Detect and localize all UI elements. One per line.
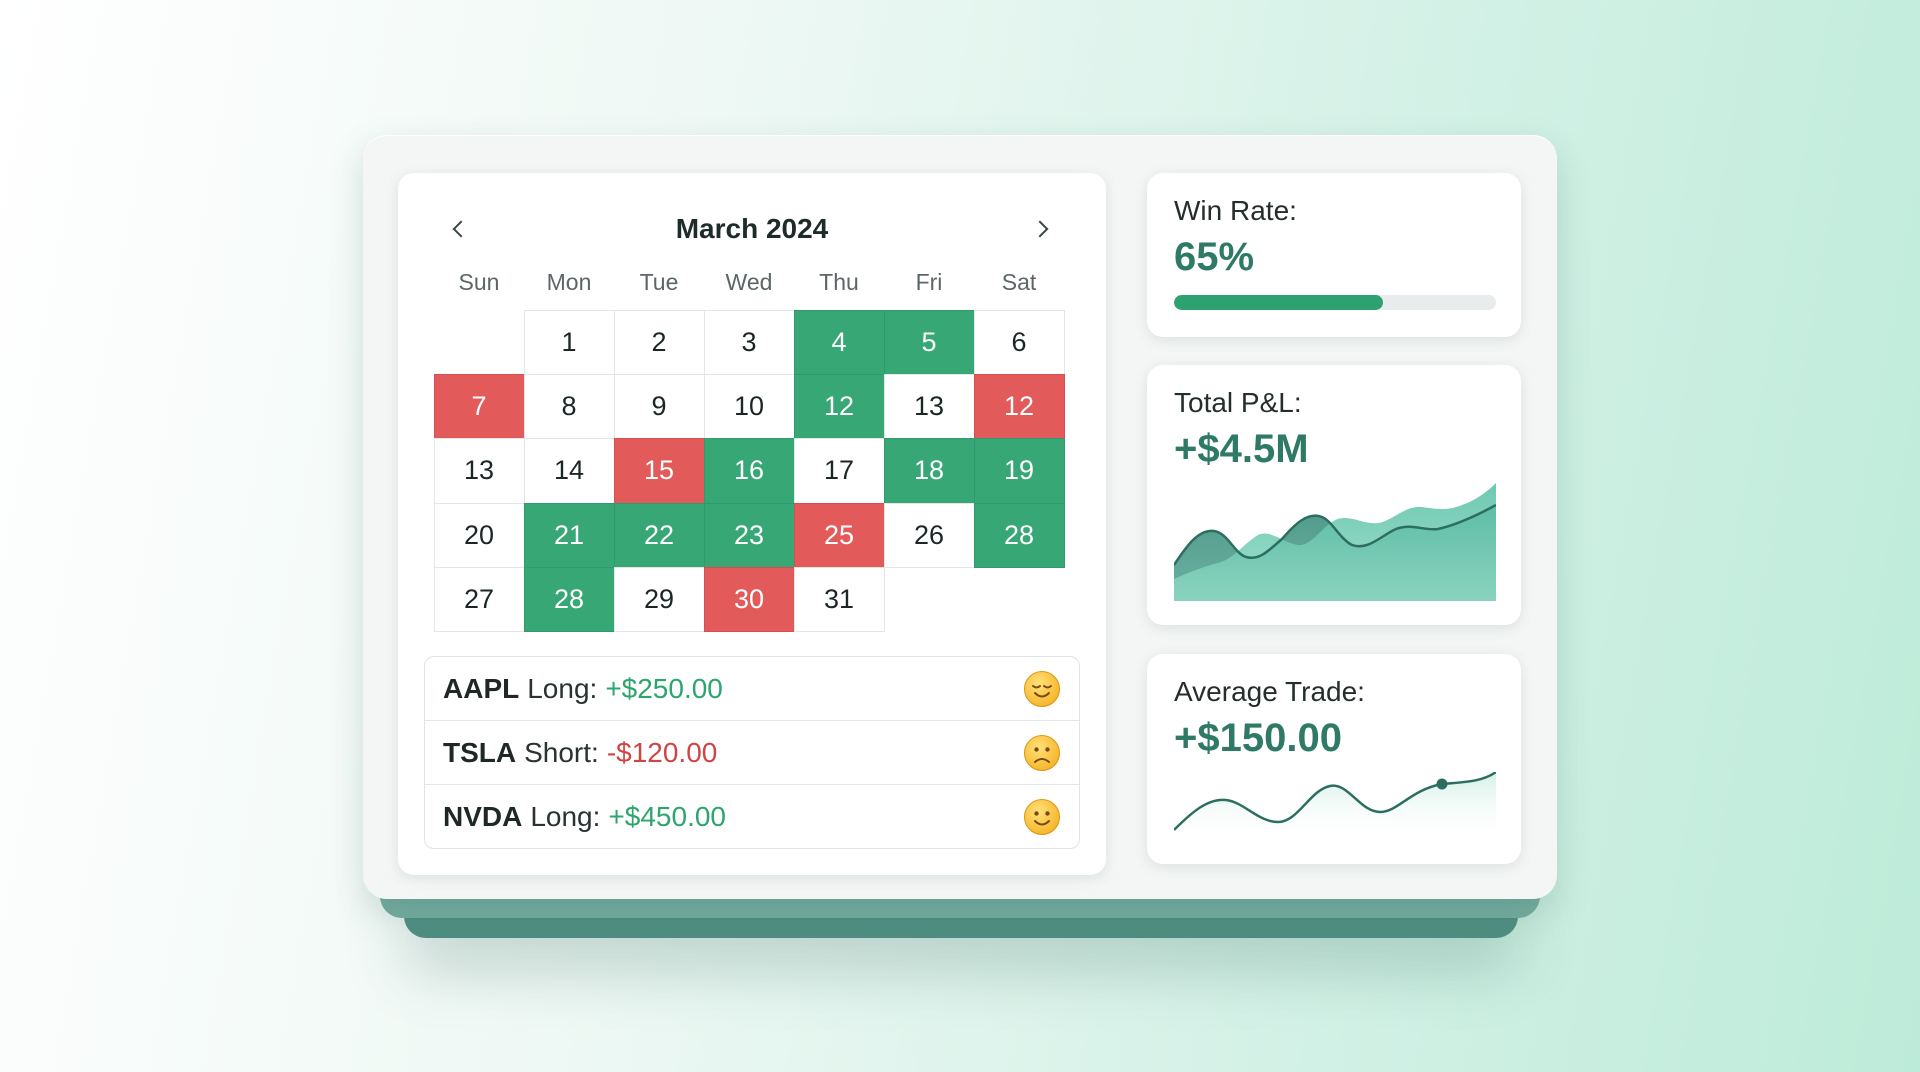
average-trade-sparkline bbox=[1174, 772, 1496, 842]
calendar-day-loss[interactable]: 12 bbox=[973, 373, 1065, 440]
pnl-area-front bbox=[1174, 483, 1496, 601]
calendar-day-loss[interactable]: 30 bbox=[703, 567, 795, 633]
trade-row-tsla[interactable]: TSLA Short: -$120.00 bbox=[425, 721, 1079, 785]
trade-amount: +$250.00 bbox=[605, 672, 723, 704]
trade-ticker: TSLA bbox=[443, 736, 517, 768]
calendar-day-win[interactable]: 19 bbox=[973, 438, 1065, 504]
trade-side: Short: bbox=[524, 736, 599, 768]
calendar-empty-cell bbox=[434, 310, 525, 375]
calendar-day-neutral[interactable]: 9 bbox=[613, 373, 705, 440]
win-rate-card: Win Rate: 65% bbox=[1147, 173, 1521, 337]
calendar-month-title: March 2024 bbox=[675, 213, 829, 244]
weekday-header-row: Sun Mon Tue Wed Thu Fri Sat bbox=[434, 269, 1064, 299]
calendar-day-neutral[interactable]: 17 bbox=[793, 438, 885, 504]
trade-amount: -$120.00 bbox=[606, 736, 718, 768]
weekday-tue: Tue bbox=[639, 269, 679, 295]
calendar-day-win[interactable]: 28 bbox=[973, 502, 1065, 569]
average-trade-latest-point bbox=[1436, 778, 1448, 790]
calendar-day-win[interactable]: 23 bbox=[703, 502, 795, 569]
trade-row-aapl[interactable]: AAPL Long: +$250.00 bbox=[425, 657, 1079, 721]
calendar-day-win[interactable]: 12 bbox=[793, 373, 885, 440]
total-pnl-value: +$4.5M bbox=[1174, 427, 1309, 471]
average-trade-label: Average Trade: bbox=[1174, 676, 1365, 707]
weekday-fri: Fri bbox=[915, 269, 943, 295]
win-rate-value: 65% bbox=[1174, 235, 1255, 279]
calendar-day-neutral[interactable]: 2 bbox=[613, 309, 705, 375]
chevron-right-icon bbox=[1031, 220, 1049, 238]
weekday-wed: Wed bbox=[725, 269, 773, 295]
frowning-face-icon bbox=[1023, 734, 1061, 772]
calendar-day-win[interactable]: 16 bbox=[703, 438, 795, 504]
calendar-day-loss[interactable]: 7 bbox=[433, 373, 525, 440]
calendar-day-neutral[interactable]: 8 bbox=[523, 373, 615, 440]
total-pnl-label: Total P&L: bbox=[1174, 387, 1302, 418]
average-trade-value: +$150.00 bbox=[1174, 716, 1342, 760]
calendar-day-neutral[interactable]: 13 bbox=[883, 373, 975, 440]
calendar-day-win[interactable]: 5 bbox=[883, 309, 975, 375]
trade-side: Long: bbox=[530, 801, 601, 832]
trade-side: Long: bbox=[527, 672, 598, 704]
trade-row-nvda[interactable]: NVDA Long: +$450.00 bbox=[425, 785, 1079, 848]
weekday-sun: Sun bbox=[458, 269, 500, 295]
weekday-sat: Sat bbox=[1001, 269, 1037, 295]
calendar-header: March 2024 bbox=[398, 207, 1106, 247]
calendar-day-win[interactable]: 18 bbox=[883, 438, 975, 504]
average-trade-fill bbox=[1174, 772, 1496, 842]
trade-ticker: AAPL bbox=[443, 672, 520, 704]
calendar-day-neutral[interactable]: 6 bbox=[973, 309, 1065, 375]
weekday-mon: Mon bbox=[546, 269, 592, 295]
calendar-day-neutral[interactable]: 26 bbox=[883, 502, 975, 569]
calendar-day-loss[interactable]: 25 bbox=[793, 502, 885, 569]
calendar-day-neutral[interactable]: 20 bbox=[433, 502, 525, 569]
calendar-day-neutral[interactable]: 1 bbox=[523, 309, 615, 375]
calendar-day-neutral[interactable]: 13 bbox=[433, 438, 525, 504]
relieved-face-icon bbox=[1023, 670, 1061, 708]
win-rate-progress-fill bbox=[1174, 295, 1384, 310]
calendar-day-loss[interactable]: 15 bbox=[613, 438, 705, 504]
next-month-button[interactable] bbox=[1024, 211, 1060, 247]
trade-amount: +$450.00 bbox=[608, 801, 726, 832]
calendar-day-win[interactable]: 28 bbox=[523, 567, 615, 633]
weekday-thu: Thu bbox=[819, 269, 859, 295]
calendar-day-win[interactable]: 21 bbox=[523, 502, 615, 569]
calendar-day-neutral[interactable]: 14 bbox=[523, 438, 615, 504]
calendar-day-neutral[interactable]: 3 bbox=[703, 309, 795, 375]
calendar-day-win[interactable]: 22 bbox=[613, 502, 705, 569]
win-rate-progress-bar bbox=[1174, 295, 1496, 310]
trade-ticker: NVDA bbox=[443, 801, 523, 832]
total-pnl-card: Total P&L: +$4.5M bbox=[1147, 365, 1521, 625]
pnl-line bbox=[1174, 503, 1496, 566]
average-trade-card: Average Trade: +$150.00 bbox=[1147, 654, 1521, 864]
calendar-day-neutral[interactable]: 31 bbox=[793, 567, 885, 633]
trade-list: AAPL Long: +$250.00 TSLA Short: -$120.00 NVDA L… bbox=[424, 656, 1080, 849]
calendar-day-neutral[interactable]: 29 bbox=[613, 567, 705, 633]
calendar-day-grid: 1 2 3 4 5 6 7 8 9 10 12 13 12 13 14 15 16 17 18 19 20 21 22 23 2… bbox=[433, 309, 1065, 633]
smiling-face-icon bbox=[1023, 798, 1061, 836]
calendar-day-neutral[interactable]: 10 bbox=[703, 373, 795, 440]
win-rate-label: Win Rate: bbox=[1174, 195, 1297, 226]
total-pnl-area-chart bbox=[1174, 483, 1496, 601]
calendar-day-neutral[interactable]: 27 bbox=[433, 567, 525, 633]
calendar-day-win[interactable]: 4 bbox=[793, 309, 885, 375]
